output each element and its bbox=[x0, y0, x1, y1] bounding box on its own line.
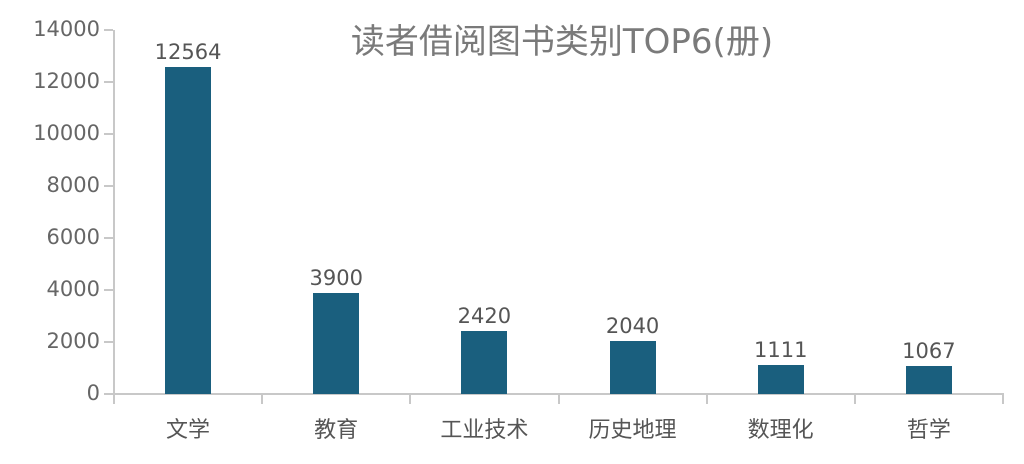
x-tick bbox=[853, 393, 856, 404]
y-tick bbox=[104, 341, 113, 343]
bar-value-label: 2040 bbox=[605, 313, 660, 338]
y-tick-label: 4000 bbox=[46, 277, 100, 301]
bar[interactable] bbox=[461, 331, 508, 394]
y-tick-label: 6000 bbox=[46, 225, 100, 249]
y-tick bbox=[104, 237, 113, 239]
x-tick bbox=[261, 393, 264, 404]
x-category-label: 工业技术 bbox=[440, 418, 529, 443]
x-category-label: 哲学 bbox=[906, 418, 951, 443]
y-tick-label: 0 bbox=[86, 381, 100, 405]
bar-value-label: 1067 bbox=[902, 339, 956, 364]
x-tick bbox=[113, 393, 115, 404]
x-category-label: 文学 bbox=[165, 418, 210, 443]
bar-value-label: 2420 bbox=[457, 304, 512, 329]
x-tick bbox=[557, 393, 560, 404]
bar[interactable] bbox=[757, 365, 804, 394]
bar[interactable] bbox=[165, 67, 212, 394]
x-category-label: 历史地理 bbox=[588, 418, 677, 443]
bar[interactable] bbox=[313, 292, 360, 394]
bar-value-label: 12564 bbox=[154, 40, 222, 65]
y-tick-label: 14000 bbox=[33, 17, 100, 41]
y-tick-label: 10000 bbox=[33, 121, 100, 145]
y-tick bbox=[104, 185, 113, 187]
y-tick-label: 12000 bbox=[33, 69, 100, 93]
y-tick-label: 2000 bbox=[46, 329, 100, 353]
x-tick bbox=[1002, 393, 1004, 404]
y-tick bbox=[104, 81, 113, 83]
y-tick bbox=[104, 29, 113, 31]
x-tick bbox=[705, 393, 708, 404]
bar[interactable] bbox=[905, 366, 952, 394]
y-tick bbox=[104, 393, 113, 395]
x-category-label: 教育 bbox=[314, 418, 359, 443]
bar-value-label: 1111 bbox=[754, 338, 808, 363]
y-axis-line bbox=[113, 30, 115, 400]
chart-title: 读者借阅图书类别TOP6(册) bbox=[350, 22, 774, 62]
y-tick bbox=[104, 289, 113, 291]
bar[interactable] bbox=[609, 340, 656, 394]
x-category-label: 数理化 bbox=[747, 418, 814, 443]
bar-value-label: 3900 bbox=[309, 265, 363, 290]
y-tick bbox=[104, 133, 113, 135]
x-tick bbox=[409, 393, 412, 404]
y-tick-label: 8000 bbox=[46, 173, 100, 197]
